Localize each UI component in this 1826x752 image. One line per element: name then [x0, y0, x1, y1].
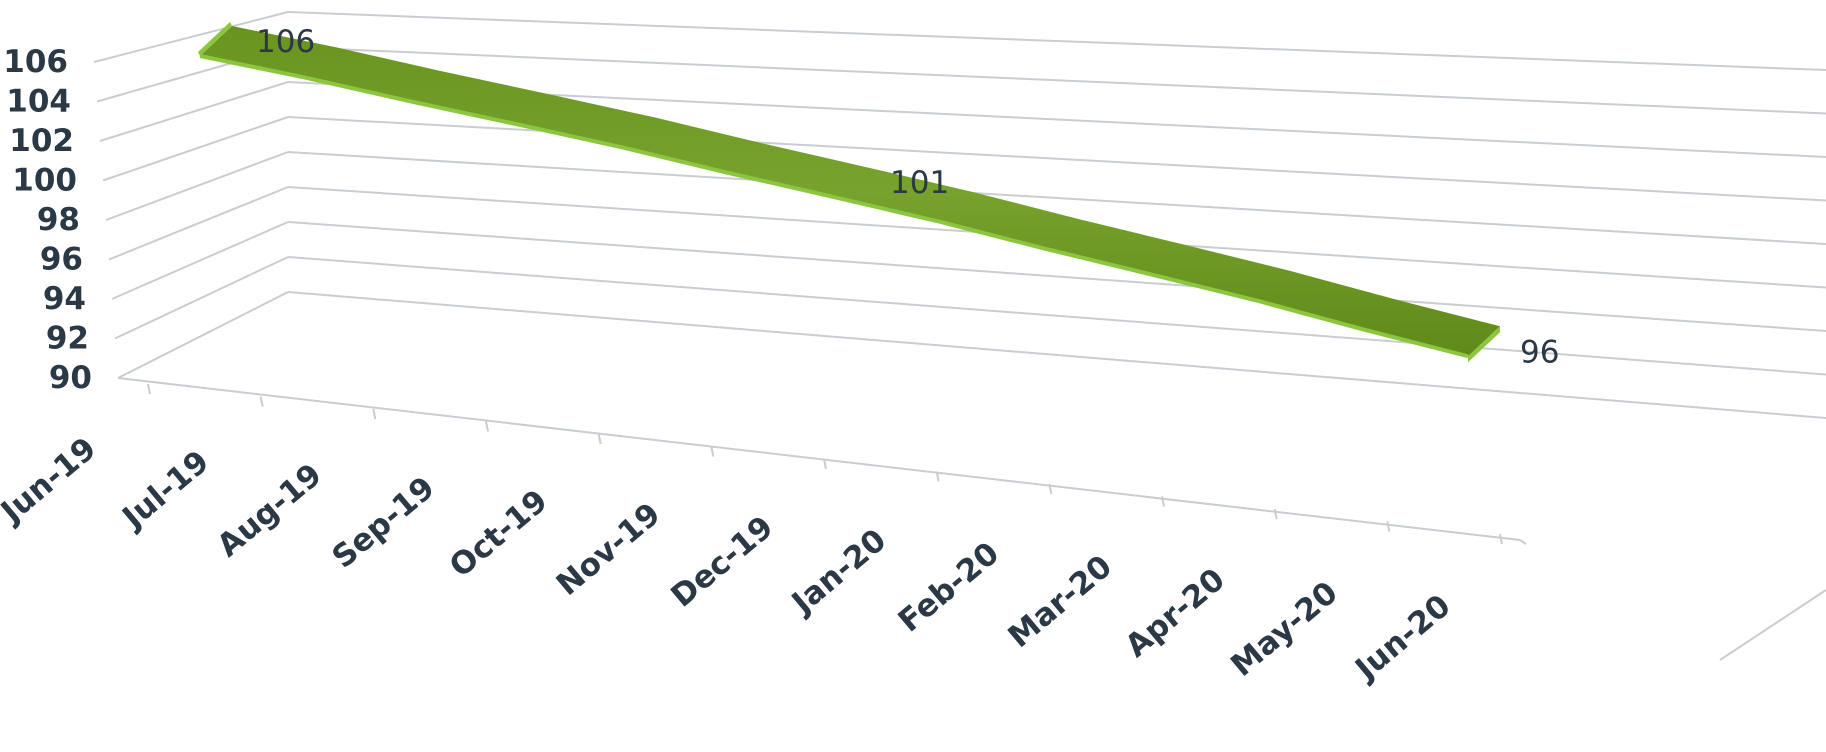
gridline-back: [287, 151, 1826, 245]
series-ribbon-startcap: [198, 22, 232, 56]
y-tick-label: 94: [43, 281, 86, 317]
gridline-back: [287, 256, 1826, 376]
x-tick-mark: [935, 471, 940, 482]
y-tick-label: 98: [37, 202, 80, 238]
x-tick-mark: [597, 433, 602, 445]
x-tick-label: Feb-20: [892, 535, 1006, 639]
x-tick-mark: [823, 458, 827, 470]
x-tick-mark: [259, 396, 264, 407]
x-tick-mark: [1048, 483, 1053, 495]
gridline-back: [287, 46, 1826, 115]
x-tick-label: Oct-19: [443, 483, 555, 585]
data-labels: 106 101 96: [256, 24, 1559, 370]
gridline-back: [287, 116, 1826, 202]
series-ribbon-face: [200, 26, 1500, 357]
gridline-side: [99, 81, 289, 142]
x-tick-mark: [1386, 521, 1391, 532]
x-tick-label: Jan-20: [784, 522, 893, 622]
gridline-back: [287, 291, 1826, 419]
x-tick-mark: [1273, 508, 1278, 520]
x-tick-label: May-20: [1224, 575, 1344, 684]
gridline-side: [114, 256, 289, 340]
series-ribbon-endcap: [1468, 326, 1500, 363]
y-tick-label: 104: [6, 84, 71, 120]
x-tick-mark: [1161, 496, 1165, 507]
x-tick-mark: [710, 446, 715, 457]
series-ribbon-edge: [199, 54, 1469, 359]
gridline-side: [108, 186, 289, 261]
chart-floor: [117, 377, 1826, 661]
series-ribbon: [198, 22, 1500, 363]
data-label: 101: [890, 165, 949, 201]
y-tick-label: 90: [49, 360, 92, 396]
x-tick-mark: [372, 408, 377, 420]
x-tick-label: Apr-20: [1119, 562, 1232, 665]
gridline-back: [287, 221, 1826, 332]
floor-right-edge: [1719, 589, 1826, 661]
x-tick-label: Jun-20: [1347, 588, 1457, 689]
y-tick-label: 96: [40, 242, 83, 278]
y-tick-label: 100: [12, 163, 77, 199]
x-tick-label: Jun-19: [0, 431, 103, 532]
x-tick-label: Sep-19: [325, 470, 441, 576]
data-label: 106: [256, 24, 315, 60]
x-tick-mark: [147, 383, 151, 395]
gridline-back: [287, 11, 1826, 71]
gridline-side: [111, 221, 289, 300]
x-tick-label: Dec-19: [664, 509, 780, 614]
y-tick-label: 102: [9, 123, 74, 159]
gridline-side: [102, 116, 289, 182]
gridline-side: [93, 11, 289, 63]
x-tick-label: Jul-19: [115, 444, 216, 537]
x-tick-label: Nov-19: [550, 496, 668, 603]
x-tick-label: Aug-19: [211, 457, 329, 564]
x-tick-mark: [485, 421, 489, 432]
floor-front-edge: [117, 377, 1521, 541]
gridline-side: [117, 291, 289, 379]
y-tick-label: 92: [46, 321, 89, 357]
y-tick-label: 106: [3, 44, 68, 80]
gridline-side: [105, 151, 289, 221]
x-tick-mark: [1499, 533, 1503, 545]
x-tick-label: Mar-20: [1002, 548, 1119, 655]
data-label: 96: [1520, 334, 1559, 370]
